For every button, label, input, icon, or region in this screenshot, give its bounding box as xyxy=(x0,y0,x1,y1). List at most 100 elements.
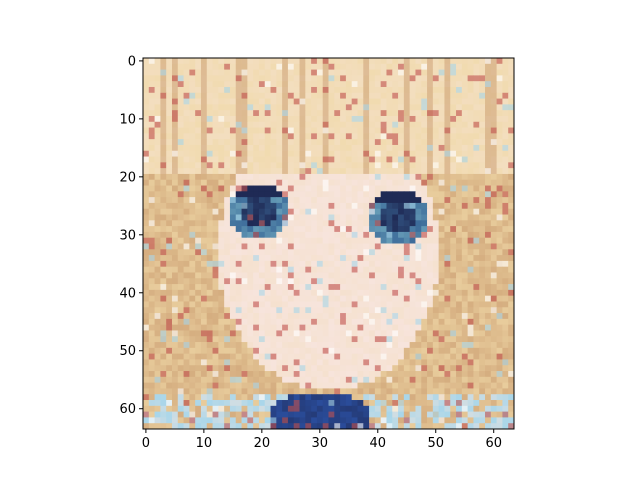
image-pixel xyxy=(508,231,515,239)
image-pixel xyxy=(247,63,254,70)
image-pixel xyxy=(403,191,411,198)
image-pixel xyxy=(380,121,387,128)
image-pixel xyxy=(467,156,474,163)
image-pixel xyxy=(143,208,150,215)
image-pixel xyxy=(340,417,347,424)
image-pixel xyxy=(502,139,509,146)
image-pixel xyxy=(200,394,208,401)
image-pixel xyxy=(189,330,196,337)
image-pixel xyxy=(386,295,393,302)
image-pixel xyxy=(409,115,416,123)
image-pixel xyxy=(311,278,318,285)
image-pixel xyxy=(177,144,184,152)
image-pixel xyxy=(160,162,167,169)
image-pixel xyxy=(345,98,353,105)
image-pixel xyxy=(427,371,434,378)
image-pixel xyxy=(334,417,341,424)
image-pixel xyxy=(293,63,300,70)
image-pixel xyxy=(444,185,451,192)
image-pixel xyxy=(496,347,503,355)
image-pixel xyxy=(369,324,376,331)
image-pixel xyxy=(398,313,405,320)
image-pixel xyxy=(253,307,260,314)
image-pixel xyxy=(183,121,190,128)
image-pixel xyxy=(148,162,155,169)
image-pixel xyxy=(409,214,416,221)
image-pixel xyxy=(247,208,254,215)
image-pixel xyxy=(432,127,440,134)
image-pixel xyxy=(432,313,440,320)
image-pixel xyxy=(171,295,179,302)
image-pixel xyxy=(276,289,283,297)
image-pixel xyxy=(143,58,150,65)
image-pixel xyxy=(374,115,382,123)
image-pixel xyxy=(316,266,324,273)
image-pixel xyxy=(189,133,196,140)
image-pixel xyxy=(258,150,266,157)
image-pixel xyxy=(305,405,312,413)
image-pixel xyxy=(235,371,242,378)
image-pixel xyxy=(241,295,248,302)
image-pixel xyxy=(177,423,184,430)
image-pixel xyxy=(247,226,254,233)
image-pixel xyxy=(398,417,405,424)
image-pixel xyxy=(479,121,486,128)
image-pixel xyxy=(270,92,277,99)
image-pixel xyxy=(200,150,208,157)
image-pixel xyxy=(270,417,277,424)
image-pixel xyxy=(345,417,353,424)
image-pixel xyxy=(218,284,225,291)
image-pixel xyxy=(305,92,312,99)
image-pixel xyxy=(189,266,196,273)
image-pixel xyxy=(200,411,208,418)
image-pixel xyxy=(247,307,254,314)
image-pixel xyxy=(264,110,271,117)
image-pixel xyxy=(496,423,503,430)
image-pixel xyxy=(282,214,289,221)
image-pixel xyxy=(403,139,411,146)
image-pixel xyxy=(195,313,202,320)
image-pixel xyxy=(415,295,422,302)
image-pixel xyxy=(444,376,451,384)
image-pixel xyxy=(154,284,161,291)
image-pixel xyxy=(450,394,457,401)
image-pixel xyxy=(444,208,451,215)
image-pixel xyxy=(369,214,376,221)
image-pixel xyxy=(351,394,358,401)
image-pixel xyxy=(183,237,190,244)
image-pixel xyxy=(485,110,492,117)
image-pixel xyxy=(345,255,353,262)
image-pixel xyxy=(148,208,155,215)
image-pixel xyxy=(311,359,318,366)
image-pixel xyxy=(235,86,242,94)
image-pixel xyxy=(316,243,324,250)
image-pixel xyxy=(253,237,260,244)
image-pixel xyxy=(206,255,213,262)
image-pixel xyxy=(200,115,208,123)
image-pixel xyxy=(160,301,167,308)
image-pixel xyxy=(328,405,335,413)
image-pixel xyxy=(299,260,306,268)
image-pixel xyxy=(206,365,213,372)
image-pixel xyxy=(490,75,498,82)
image-pixel xyxy=(467,110,474,117)
image-pixel xyxy=(160,150,167,157)
image-pixel xyxy=(490,179,498,186)
image-pixel xyxy=(189,58,196,65)
image-pixel xyxy=(311,255,318,262)
image-pixel xyxy=(473,144,480,152)
image-pixel xyxy=(200,336,208,343)
image-pixel xyxy=(403,255,411,262)
image-pixel xyxy=(403,173,411,181)
image-pixel xyxy=(293,185,300,192)
image-pixel xyxy=(456,318,463,326)
image-pixel xyxy=(386,156,393,163)
image-pixel xyxy=(461,69,469,76)
image-pixel xyxy=(287,226,295,233)
image-pixel xyxy=(247,202,254,210)
image-pixel xyxy=(444,156,451,163)
image-pixel xyxy=(253,226,260,233)
image-pixel xyxy=(403,307,411,314)
image-pixel xyxy=(299,266,306,273)
image-pixel xyxy=(467,179,474,186)
